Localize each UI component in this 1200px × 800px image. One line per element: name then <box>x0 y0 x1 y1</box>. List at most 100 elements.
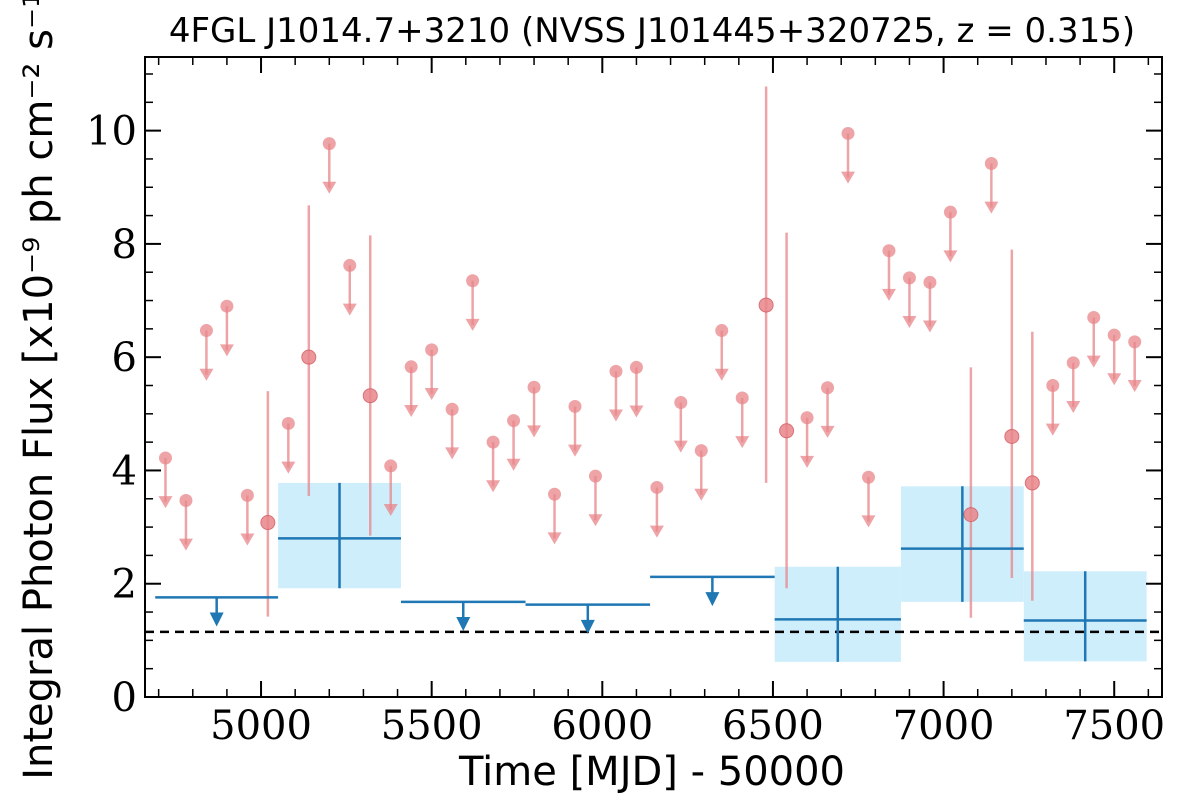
upper-limit-marker <box>281 416 295 430</box>
upper-limit-arrow <box>281 461 296 474</box>
upper-limit-arrow <box>527 425 542 438</box>
binned-upper-limit-arrow <box>456 617 471 632</box>
upper-limit-marker <box>527 380 541 394</box>
upper-limit-point-26 <box>800 411 815 468</box>
detection-marker <box>301 349 317 365</box>
x-axis-label: Time [MJD] - 50000 <box>458 749 845 795</box>
detection-marker <box>362 388 378 404</box>
upper-limit-point-22 <box>673 395 688 453</box>
x-tick-label: 6000 <box>551 703 653 749</box>
upper-limit-marker <box>548 487 562 501</box>
upper-limit-point-1 <box>178 493 193 551</box>
upper-limit-arrow <box>322 181 337 194</box>
binned-upper-limit-arrow <box>580 619 595 634</box>
binned-detection-0 <box>278 482 401 589</box>
upper-limit-point-3 <box>219 299 234 357</box>
upper-limit-arrow <box>240 533 255 546</box>
upper-limit-marker <box>821 381 835 395</box>
upper-limit-marker <box>1087 311 1101 325</box>
upper-limit-marker <box>1066 356 1080 370</box>
upper-limit-point-9 <box>404 360 419 417</box>
axes: 5000 5500 6000 6500 7000 7500 0 2 4 6 8 10 <box>86 56 1165 749</box>
detection-point-3 <box>758 86 774 483</box>
binned-upper-limit-arrow <box>705 592 720 607</box>
detection-marker <box>1004 428 1020 444</box>
upper-limit-arrow <box>383 504 398 517</box>
detection-point-4 <box>779 232 795 589</box>
y-tick-label: 0 <box>112 675 137 721</box>
upper-limit-arrow <box>881 288 896 301</box>
detection-point-1 <box>301 205 317 496</box>
y-tick-label: 6 <box>112 335 137 381</box>
x-tick-label: 7000 <box>893 703 995 749</box>
upper-limit-arrow <box>841 171 856 184</box>
upper-limit-arrow <box>694 488 709 501</box>
upper-limit-marker <box>179 493 193 507</box>
upper-limit-marker <box>158 451 172 465</box>
upper-limit-point-7 <box>342 258 357 316</box>
y-tick-label: 4 <box>112 448 137 494</box>
plot-area <box>145 86 1162 662</box>
upper-limit-marker <box>674 395 688 409</box>
upper-limit-point-18 <box>588 469 603 527</box>
upper-limit-arrow <box>486 480 501 493</box>
upper-limit-point-4 <box>240 488 255 546</box>
upper-limit-marker <box>466 274 480 288</box>
upper-limit-arrow <box>800 455 815 468</box>
upper-limit-point-33 <box>943 205 958 263</box>
upper-limit-point-11 <box>445 402 460 460</box>
upper-limit-marker <box>1107 328 1121 342</box>
upper-limit-point-34 <box>984 156 999 214</box>
upper-limit-marker <box>841 126 855 140</box>
upper-limit-point-38 <box>1107 328 1122 386</box>
binned-detection-1 <box>774 566 901 662</box>
detection-marker <box>963 507 979 523</box>
y-tick-label: 8 <box>112 222 137 268</box>
binned-upper-limit-2 <box>525 603 651 634</box>
upper-limit-arrow <box>820 425 835 438</box>
upper-limit-point-31 <box>902 271 917 329</box>
upper-limit-arrow <box>158 496 173 509</box>
upper-limit-point-14 <box>506 414 521 471</box>
y-axis-label: Integral Photon Flux [x10⁻⁹ ph cm⁻² s⁻¹] <box>16 0 62 780</box>
upper-limit-point-10 <box>424 343 439 400</box>
upper-limit-marker <box>800 411 814 425</box>
upper-limit-point-13 <box>486 435 501 493</box>
upper-limit-arrow <box>547 532 562 545</box>
plot-frame <box>144 56 1163 698</box>
upper-limit-point-27 <box>820 381 835 438</box>
upper-limit-arrow <box>424 387 439 400</box>
upper-limit-arrow <box>943 250 958 263</box>
upper-limit-arrow <box>673 440 688 453</box>
upper-limit-marker <box>650 480 664 494</box>
upper-limit-marker <box>322 137 336 151</box>
upper-limit-point-16 <box>547 487 562 545</box>
upper-limit-arrow <box>608 409 623 422</box>
upper-limit-arrow <box>1086 355 1101 368</box>
upper-limit-marker <box>384 459 398 473</box>
upper-limit-arrow <box>714 368 729 381</box>
upper-limit-point-35 <box>1045 378 1060 436</box>
upper-limit-arrow <box>1045 423 1060 436</box>
upper-limit-point-0 <box>158 451 173 509</box>
binned-detection-3 <box>1023 571 1147 662</box>
upper-limit-point-21 <box>649 480 664 538</box>
x-tick-label: 5500 <box>381 703 483 749</box>
upper-limit-point-2 <box>199 324 214 381</box>
upper-limit-arrow <box>445 447 460 460</box>
upper-limit-marker <box>609 364 623 378</box>
upper-limit-arrow <box>984 201 999 214</box>
upper-limit-arrow <box>922 320 937 333</box>
upper-limit-marker <box>882 244 896 258</box>
upper-limit-marker <box>862 470 876 484</box>
upper-limit-marker <box>199 324 213 338</box>
upper-limit-arrow <box>1066 400 1081 413</box>
upper-limit-arrow <box>1107 373 1122 386</box>
upper-limit-marker <box>445 402 459 416</box>
upper-limit-point-30 <box>881 244 896 301</box>
upper-limit-arrow <box>465 318 480 331</box>
y-tick-label: 2 <box>112 562 137 608</box>
upper-limit-arrow <box>506 458 521 471</box>
detection-point-5 <box>963 367 979 618</box>
